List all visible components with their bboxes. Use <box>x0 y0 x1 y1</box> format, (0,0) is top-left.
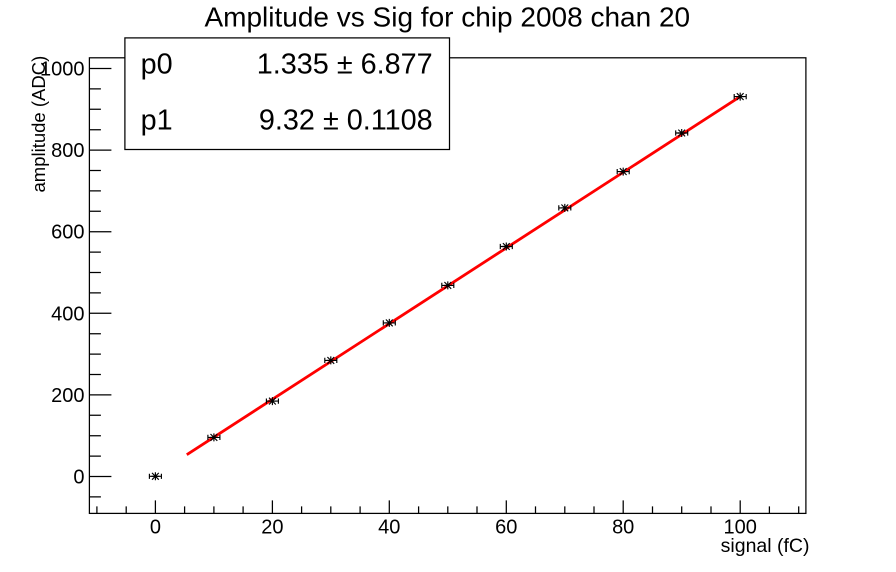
svg-text:signal (fC): signal (fC) <box>721 535 810 557</box>
svg-text:9.32 ± 0.1108: 9.32 ± 0.1108 <box>259 104 433 136</box>
svg-text:600: 600 <box>51 222 84 244</box>
svg-text:80: 80 <box>612 517 634 539</box>
svg-text:40: 40 <box>378 517 400 539</box>
svg-text:1.335 ± 6.877: 1.335 ± 6.877 <box>257 48 433 80</box>
svg-text:60: 60 <box>495 517 517 539</box>
svg-text:0: 0 <box>150 517 161 539</box>
svg-text:0: 0 <box>73 467 84 489</box>
svg-text:20: 20 <box>261 517 283 539</box>
svg-text:amplitude (ADC): amplitude (ADC) <box>28 56 49 193</box>
svg-text:200: 200 <box>51 385 84 407</box>
svg-text:400: 400 <box>51 303 84 325</box>
svg-text:p1: p1 <box>141 104 173 136</box>
svg-text:800: 800 <box>51 140 84 162</box>
svg-text:p0: p0 <box>141 48 173 80</box>
svg-text:100: 100 <box>724 517 757 539</box>
svg-text:Amplitude vs Sig for chip 2008: Amplitude vs Sig for chip 2008 chan 20 <box>204 2 690 33</box>
svg-text:1000: 1000 <box>40 59 85 81</box>
